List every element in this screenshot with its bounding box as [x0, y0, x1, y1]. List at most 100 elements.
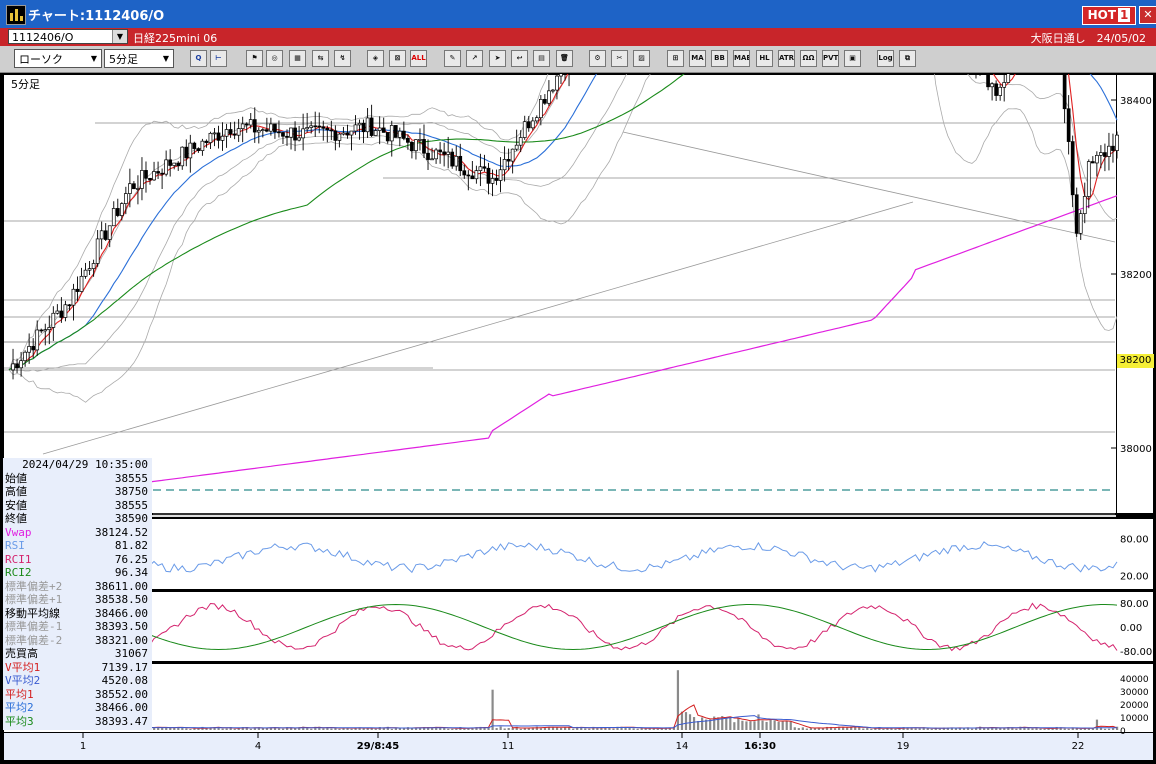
- toolbar-button-8[interactable]: ◈: [367, 50, 384, 67]
- rsi-panel[interactable]: [4, 520, 1153, 590]
- toolbar-button-10[interactable]: ALL: [410, 50, 427, 67]
- toolbar-button-25[interactable]: ATR: [778, 50, 795, 67]
- candle-body: [990, 83, 994, 88]
- volume-bar: [600, 727, 603, 730]
- candle-body: [19, 360, 23, 369]
- time-axis-label: 11: [502, 741, 515, 752]
- candle-body: [172, 162, 177, 166]
- candle-body: [119, 203, 124, 216]
- toolbar-button-3[interactable]: ⚑: [246, 50, 263, 67]
- toolbar-button-11[interactable]: ✎: [444, 50, 461, 67]
- volume-bar: [958, 728, 962, 730]
- volume-bar: [358, 727, 361, 730]
- volume-bar: [177, 727, 180, 730]
- candle-body: [1090, 161, 1095, 164]
- volume-bar: [950, 728, 954, 730]
- volume-panel[interactable]: [4, 664, 1153, 732]
- volume-bar: [862, 728, 865, 730]
- volume-bar: [539, 728, 543, 730]
- candle-body: [393, 125, 398, 138]
- volume-bar: [390, 728, 393, 730]
- close-button[interactable]: ✕: [1139, 6, 1156, 24]
- toolbar-button-27[interactable]: PVT: [822, 50, 839, 67]
- volume-bar: [314, 726, 317, 730]
- toolbar-button-12[interactable]: ↗: [466, 50, 483, 67]
- volume-bar: [515, 726, 518, 730]
- toolbar-button-5[interactable]: ▦: [289, 50, 306, 67]
- candle-body: [998, 86, 1003, 96]
- rci-panel[interactable]: [4, 592, 1153, 662]
- candle-body: [986, 63, 990, 88]
- toolbar-button-13[interactable]: ➤: [489, 50, 506, 67]
- toolbar-button-24[interactable]: HL: [756, 50, 773, 67]
- time-axis: [4, 733, 1153, 760]
- ma2-line: [8, 0, 1118, 371]
- toolbar-button-28[interactable]: ▣: [844, 50, 861, 67]
- volume-bar: [362, 728, 365, 730]
- volume-bar: [866, 727, 869, 730]
- symbol-select[interactable]: 1112406/O ▼: [8, 29, 128, 44]
- candle-body: [297, 137, 301, 141]
- volume-bar: [443, 727, 446, 730]
- candle-body: [341, 132, 346, 135]
- price-panel[interactable]: [4, 75, 1116, 513]
- candle-body: [309, 125, 314, 128]
- toolbar-button-7[interactable]: ↯: [334, 50, 351, 67]
- volume-bar: [801, 727, 804, 730]
- info-value: 38611.00: [95, 579, 148, 593]
- volume-bar: [1071, 727, 1074, 730]
- chart-type-select[interactable]: ローソク ▼: [14, 49, 102, 68]
- info-key: 標準偏差-1: [5, 620, 63, 633]
- candle-body: [281, 132, 285, 137]
- toolbar-button-20[interactable]: ⊞: [667, 50, 684, 67]
- toolbar-button-21[interactable]: MA: [689, 50, 706, 67]
- volume-bar: [169, 727, 172, 730]
- candle-body: [79, 275, 84, 292]
- cursor-button[interactable]: ⊢: [210, 50, 227, 67]
- period-select[interactable]: 5分足 ▼: [104, 49, 174, 68]
- volume-bar: [1039, 728, 1042, 730]
- volume-bar: [547, 726, 551, 730]
- info-key: 平均1: [5, 687, 34, 701]
- toolbar-button-14[interactable]: ↩: [511, 50, 528, 67]
- info-row: 始値 38555: [3, 472, 152, 486]
- toolbar-button-30[interactable]: ⧉: [899, 50, 916, 67]
- candle-body: [140, 170, 144, 189]
- toolbar-button-16[interactable]: 🗑: [556, 50, 573, 67]
- volume-bar: [338, 728, 341, 730]
- volume-bar: [970, 728, 974, 730]
- toolbar-button-9[interactable]: ⊠: [389, 50, 406, 67]
- hot-button[interactable]: HOT 1: [1082, 6, 1136, 25]
- magnifier-button[interactable]: Q: [190, 50, 207, 67]
- volume-bar: [850, 726, 853, 730]
- volume-bar: [1023, 726, 1026, 730]
- chevron-down-icon[interactable]: ▼: [112, 30, 127, 43]
- candle-body: [43, 329, 48, 332]
- candle-body: [15, 363, 19, 369]
- toolbar-button-29[interactable]: Log: [877, 50, 894, 67]
- toolbar-button-22[interactable]: BB: [711, 50, 728, 67]
- toolbar-button-18[interactable]: ✂: [611, 50, 628, 67]
- toolbar-button-4[interactable]: ◎: [266, 50, 283, 67]
- price-axis-label: 38200: [1120, 270, 1152, 281]
- toolbar-button-23[interactable]: MAE: [733, 50, 750, 67]
- toolbar-button-26[interactable]: ΩΩ: [800, 50, 817, 67]
- toolbar-button-19[interactable]: ▨: [633, 50, 650, 67]
- candle-body: [357, 122, 362, 126]
- chevron-down-icon[interactable]: ▼: [90, 54, 98, 63]
- candle-body: [236, 128, 241, 136]
- volume-bar: [414, 727, 418, 730]
- toolbar-button-15[interactable]: ▤: [533, 50, 550, 67]
- candle-body: [1086, 161, 1091, 197]
- volume-bar: [664, 727, 667, 730]
- volume-bar: [161, 727, 164, 730]
- candle-body: [103, 230, 108, 240]
- candle-body: [1111, 145, 1115, 151]
- toolbar-button-17[interactable]: ⚙: [589, 50, 606, 67]
- toolbar-button-6[interactable]: ⇆: [312, 50, 329, 67]
- chevron-down-icon[interactable]: ▼: [162, 54, 170, 63]
- candle-body: [454, 155, 459, 167]
- volume-bar: [946, 727, 949, 730]
